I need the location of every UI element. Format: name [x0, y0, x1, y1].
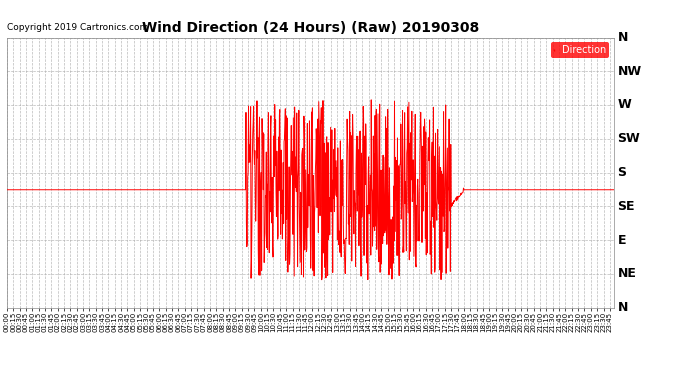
Text: E: E [618, 234, 626, 246]
Text: S: S [618, 166, 627, 179]
Text: N: N [618, 31, 628, 44]
Text: SW: SW [618, 132, 640, 145]
Text: SE: SE [618, 200, 635, 213]
Text: W: W [618, 99, 631, 111]
Text: N: N [618, 301, 628, 314]
Text: Copyright 2019 Cartronics.com: Copyright 2019 Cartronics.com [7, 23, 148, 32]
Title: Wind Direction (24 Hours) (Raw) 20190308: Wind Direction (24 Hours) (Raw) 20190308 [142, 21, 479, 35]
Text: NW: NW [618, 65, 642, 78]
Legend: Direction: Direction [551, 42, 609, 58]
Text: NE: NE [618, 267, 636, 280]
